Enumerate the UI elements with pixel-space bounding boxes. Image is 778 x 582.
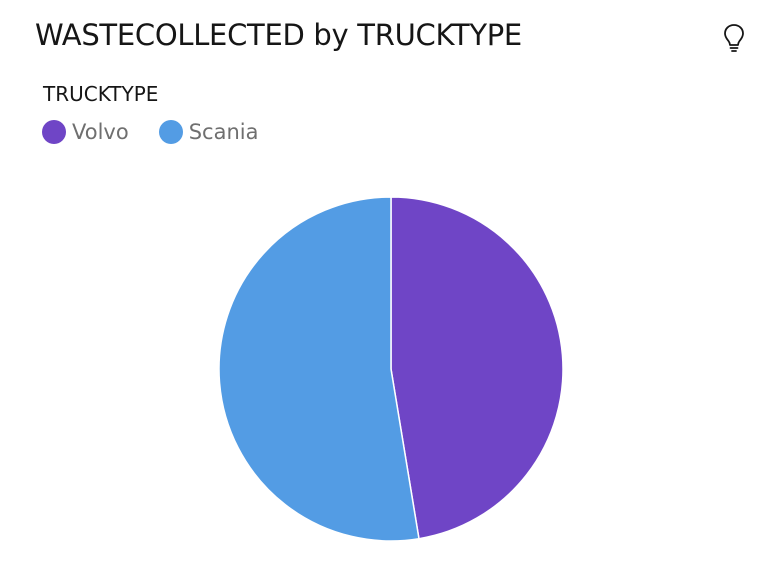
legend-item-scania[interactable]: Scania [158,120,259,144]
legend-swatch-scania [158,120,183,144]
insight-button[interactable] [716,20,752,56]
legend-label-volvo: Volvo [72,120,129,144]
legend-label-scania: Scania [188,120,259,144]
legend-swatch-volvo [42,120,66,144]
pie-slice-scania[interactable] [218,196,420,542]
legend-title: TRUCKTYPE [43,82,159,106]
chart-title: WASTECOLLECTED by TRUCKTYPE [35,18,522,52]
pie-slice-volvo[interactable] [390,196,564,540]
legend-item-volvo[interactable]: Volvo [42,120,129,144]
lightbulb-icon [724,24,744,52]
legend: Volvo Scania [42,118,288,146]
